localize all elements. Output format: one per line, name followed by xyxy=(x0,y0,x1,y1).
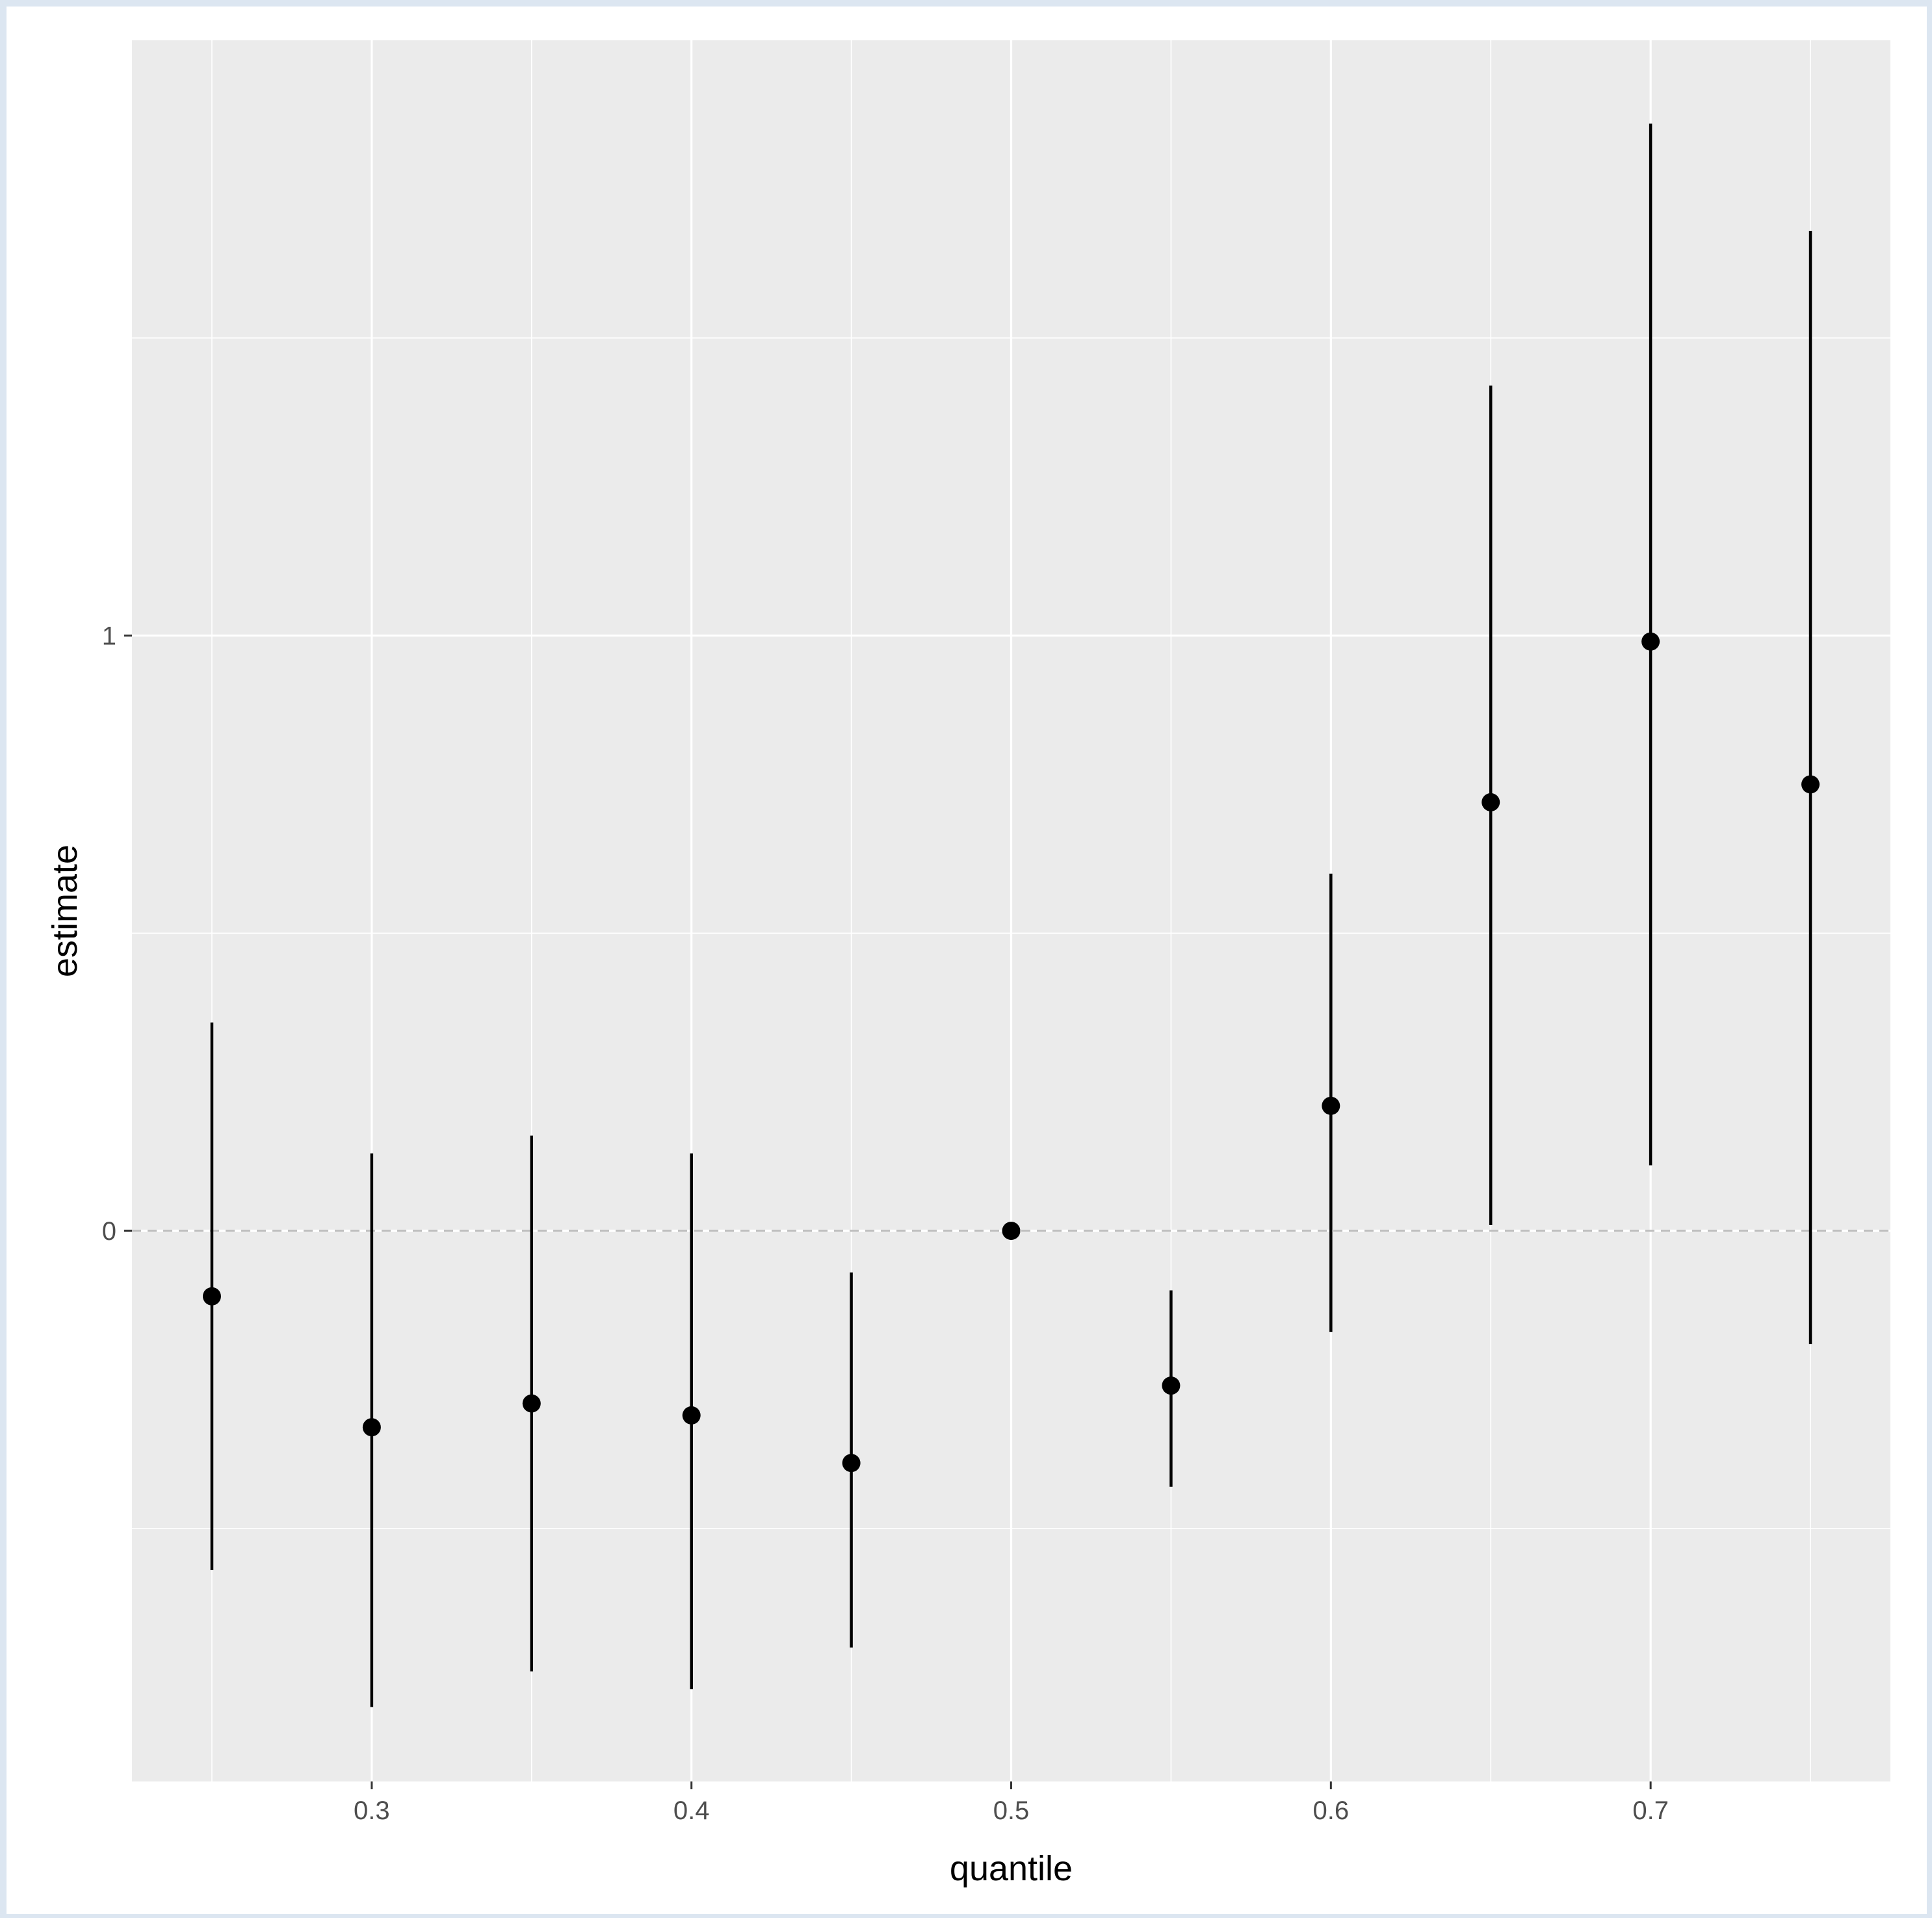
y-tick-label: 1 xyxy=(102,622,116,651)
x-tick-label: 0.5 xyxy=(993,1796,1030,1825)
estimate-point xyxy=(842,1454,861,1473)
x-axis-title: quantile xyxy=(950,1849,1073,1888)
x-tick-label: 0.4 xyxy=(673,1796,710,1825)
estimate-point xyxy=(362,1418,381,1437)
data-marks xyxy=(202,124,1820,1707)
estimate-point xyxy=(202,1287,221,1306)
estimate-point xyxy=(1641,632,1660,651)
estimate-point xyxy=(1801,775,1820,794)
x-tick-label: 0.6 xyxy=(1313,1796,1350,1825)
estimate-point xyxy=(682,1406,701,1425)
estimate-point xyxy=(1162,1376,1181,1395)
estimate-point xyxy=(1482,793,1500,811)
x-tick-label: 0.3 xyxy=(354,1796,390,1825)
estimate-point xyxy=(1002,1222,1021,1241)
y-tick-label: 0 xyxy=(102,1217,116,1246)
estimate-point xyxy=(1322,1096,1340,1115)
x-tick-label: 0.7 xyxy=(1632,1796,1669,1825)
estimate-point xyxy=(522,1394,541,1413)
y-axis-title: estimate xyxy=(46,845,85,977)
axis-ticks: 0.3 0.4 0.5 0.6 0.7 0 1 xyxy=(102,622,1669,1825)
